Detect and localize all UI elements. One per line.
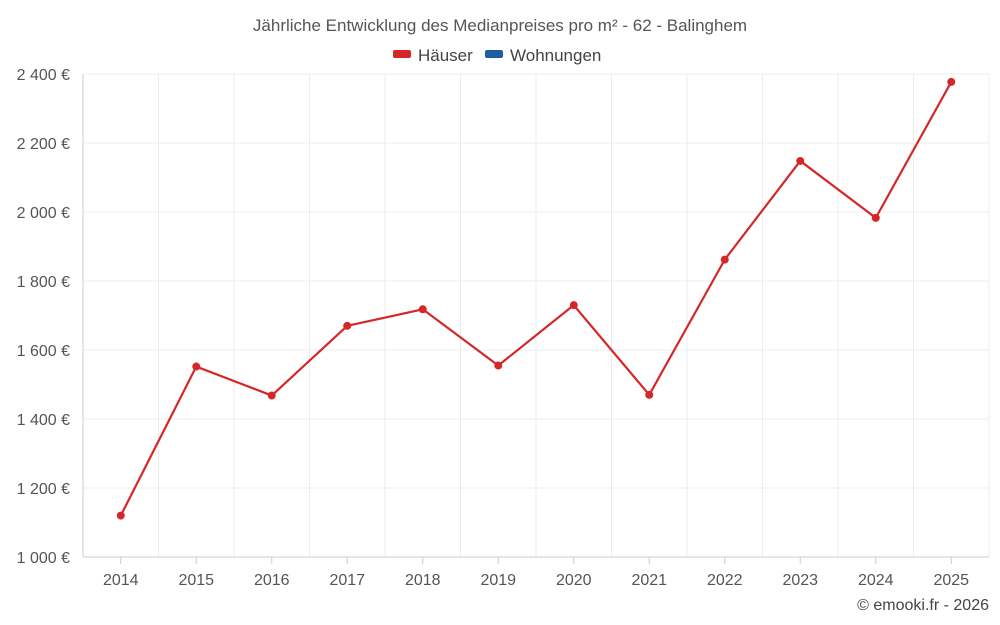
data-point[interactable] (645, 390, 654, 399)
x-tick-label: 2023 (782, 572, 818, 589)
x-tick-label: 2014 (103, 572, 139, 589)
x-tick-label: 2025 (933, 572, 969, 589)
legend-swatch-wohnungen (485, 50, 503, 58)
data-point[interactable] (947, 77, 956, 86)
data-point[interactable] (796, 156, 805, 165)
x-tick-label: 2022 (707, 572, 743, 589)
y-tick-label: 1 400 € (17, 412, 70, 429)
data-point[interactable] (116, 511, 125, 520)
y-tick-label: 1 000 € (17, 550, 70, 567)
chart-title: Jährliche Entwicklung des Medianpreises … (253, 16, 747, 35)
legend-label-haeuser: Häuser (418, 46, 473, 65)
data-point[interactable] (720, 255, 729, 264)
x-tick-label: 2020 (556, 572, 592, 589)
data-point[interactable] (343, 321, 352, 330)
legend-item-haeuser[interactable]: Häuser (393, 46, 473, 65)
legend-item-wohnungen[interactable]: Wohnungen (485, 46, 601, 65)
series-line-0 (119, 81, 953, 517)
legend: Häuser Wohnungen (393, 46, 601, 65)
series-haeuser (116, 77, 956, 520)
y-tick-label: 2 000 € (17, 205, 70, 222)
axes: 1 000 € 1 200 € 1 400 € 1 600 € 1 800 € 2 000… (17, 67, 989, 589)
data-point[interactable] (494, 361, 503, 370)
y-tick-label: 1 600 € (17, 343, 70, 360)
credit-text: © emooki.fr - 2026 (857, 597, 989, 614)
y-tick-label: 1 800 € (17, 274, 70, 291)
x-tick-label: 2024 (858, 572, 894, 589)
data-point[interactable] (267, 391, 276, 400)
x-tick-label: 2017 (329, 572, 365, 589)
legend-swatch-haeuser (393, 50, 411, 58)
data-point[interactable] (871, 213, 880, 222)
data-point[interactable] (192, 362, 201, 371)
x-tick-label: 2021 (631, 572, 667, 589)
x-tick-label: 2018 (405, 572, 441, 589)
x-tick-label: 2015 (178, 572, 214, 589)
legend-label-wohnungen: Wohnungen (510, 46, 601, 65)
grid (83, 73, 990, 557)
y-tick-label: 2 200 € (17, 136, 70, 153)
y-tick-label: 1 200 € (17, 481, 70, 498)
data-point[interactable] (418, 305, 427, 314)
x-tick-label: 2016 (254, 572, 290, 589)
x-tick-label: 2019 (480, 572, 516, 589)
data-point[interactable] (569, 301, 578, 310)
y-tick-label: 2 400 € (17, 67, 70, 84)
